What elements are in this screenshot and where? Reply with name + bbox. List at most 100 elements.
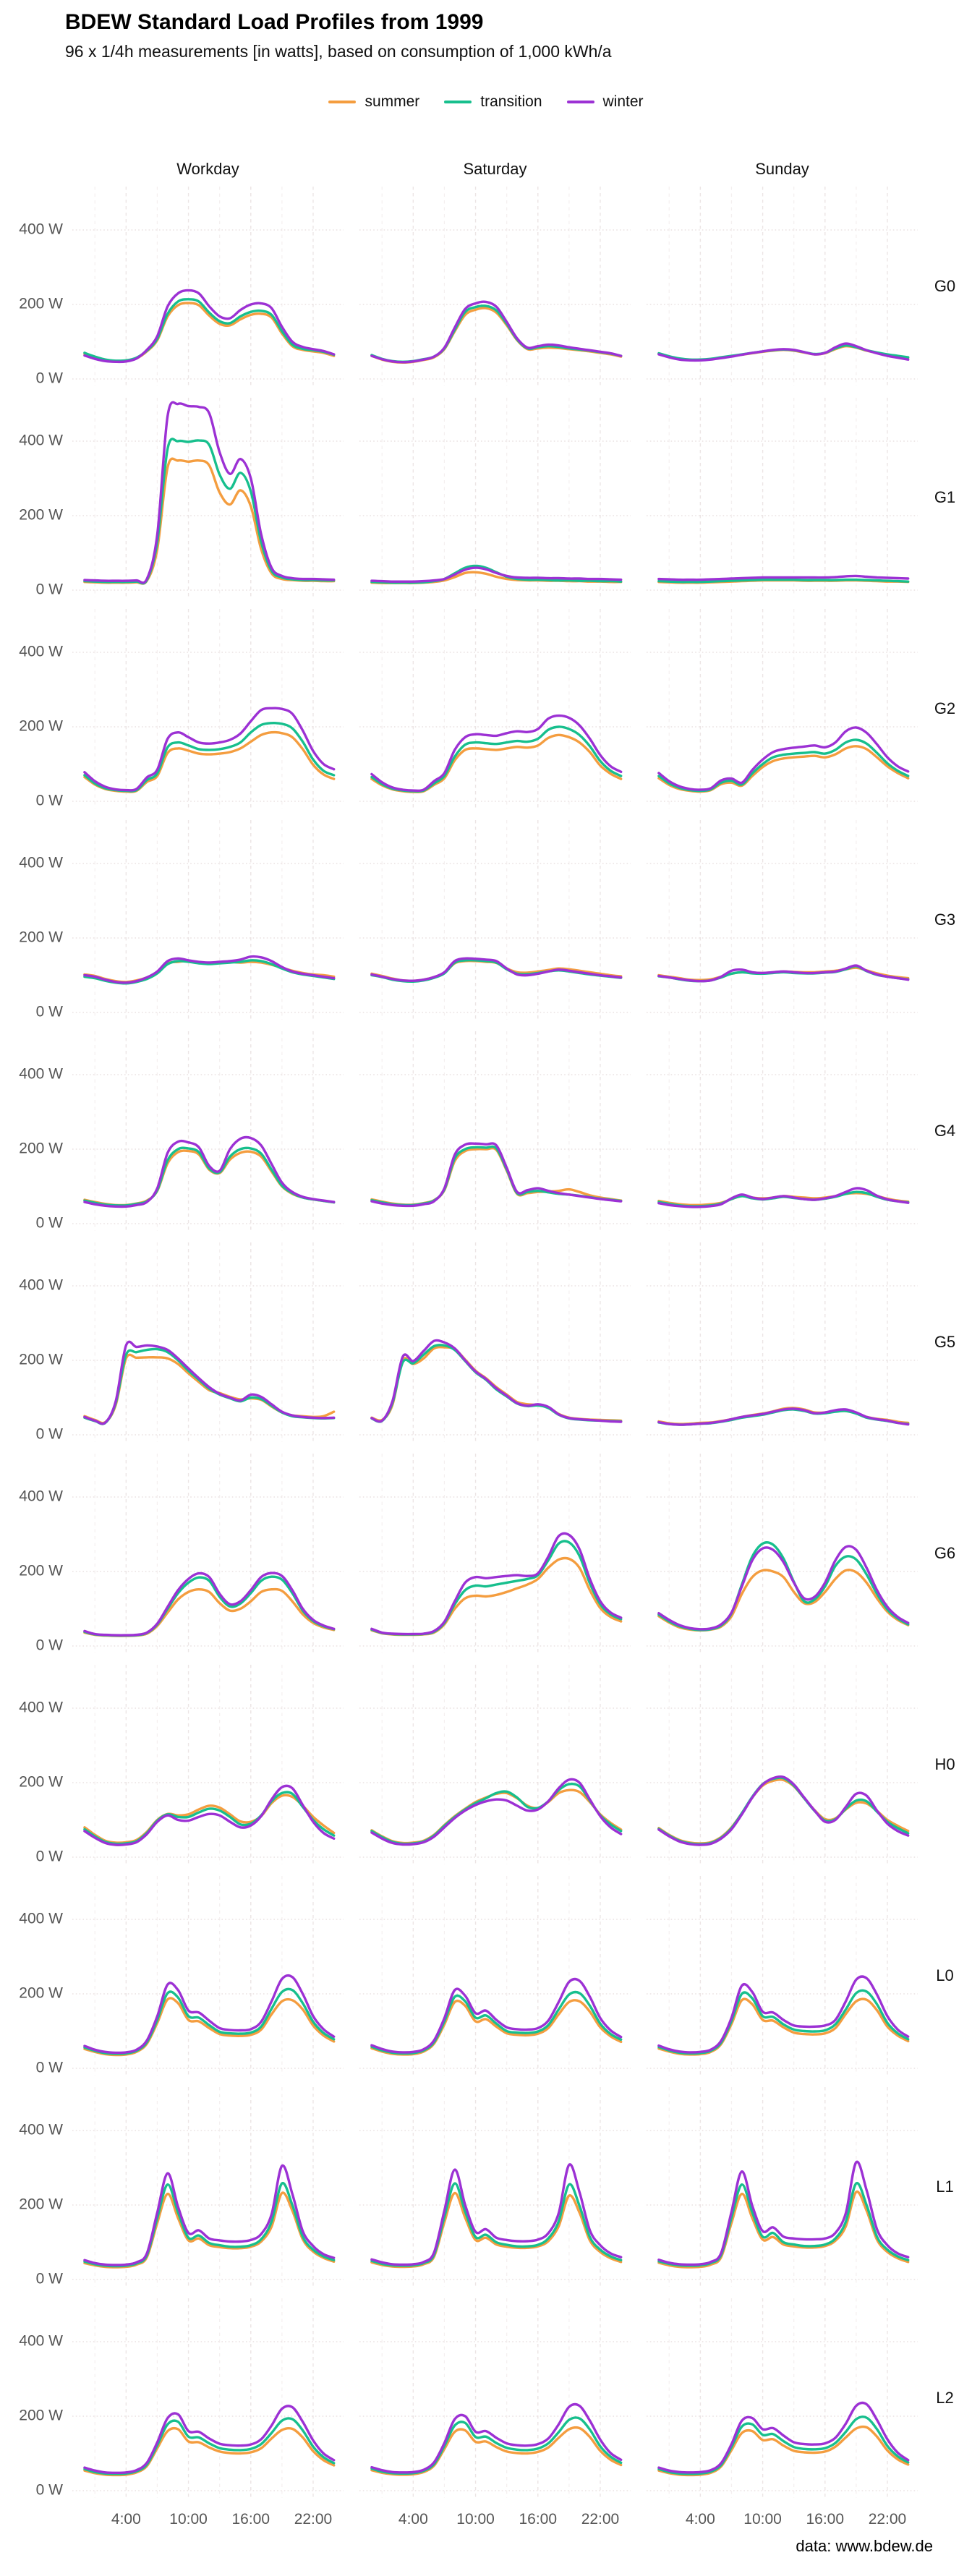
row-strip-label: L1 [936, 2178, 954, 2196]
panel-h0-saturday [359, 1665, 631, 1864]
legend-label-winter: winter [602, 93, 644, 110]
line-transition-g2-sunday [657, 738, 910, 793]
x-tick-label: 16:00 [231, 2511, 270, 2528]
y-axis-l0: 400 W 200 W 0 W [0, 1876, 72, 2087]
y-tick-label: 0 W [35, 1214, 63, 1232]
y-tick-label: 400 W [19, 1276, 63, 1294]
y-tick-label: 200 W [19, 1351, 63, 1368]
facet-row-strip-h0: H0 [918, 1665, 972, 1864]
line-transition-g1-sunday [657, 578, 910, 584]
y-tick-label: 0 W [35, 1637, 63, 1654]
line-winter-g5-saturday [370, 1339, 623, 1423]
legend-item-winter: winter [566, 93, 644, 111]
x-tick-label: 10:00 [456, 2511, 495, 2528]
facet-row-strip-g5: G5 [918, 1242, 972, 1442]
line-transition-g0-workday [83, 298, 336, 362]
y-tick-label: 200 W [19, 1984, 63, 2002]
row-strip-label: H0 [934, 1755, 955, 1773]
line-winter-h0-saturday [370, 1778, 623, 1846]
x-axis-workday: 4:00 10:00 16:00 22:00 [72, 2509, 344, 2528]
row-strip-label: G2 [934, 699, 956, 717]
row-strip-label: L0 [936, 1966, 954, 1984]
line-transition-g1-workday [83, 438, 336, 585]
line-summer-g1-workday [83, 457, 336, 585]
panel-l0-sunday [647, 1876, 918, 2076]
facet-row-l2: 400 W 200 W 0 W L2 [0, 2298, 972, 2509]
y-tick-label: 200 W [19, 929, 63, 946]
y-tick-label: 0 W [35, 1425, 63, 1443]
panel-g4-workday [72, 1031, 344, 1231]
strip-label-workday: Workday [176, 160, 239, 178]
line-winter-g1-workday [83, 401, 336, 584]
row-strip-label: G3 [934, 910, 956, 929]
line-winter-g0-saturday [370, 300, 623, 364]
y-tick-label: 400 W [19, 221, 63, 238]
line-transition-h0-saturday [370, 1782, 623, 1846]
facet-row-g2: 400 W 200 W 0 W G2 [0, 609, 972, 820]
x-axis-sunday: 4:00 10:00 16:00 22:00 [647, 2509, 918, 2528]
line-transition-l2-sunday [657, 2415, 910, 2475]
y-tick-label: 0 W [35, 2059, 63, 2076]
panel-g2-sunday [647, 609, 918, 809]
panel-g1-saturday [359, 398, 631, 597]
panel-l2-workday [72, 2298, 344, 2498]
x-tick-label: 22:00 [294, 2511, 333, 2528]
legend-label-transition: transition [480, 93, 542, 110]
legend-key-line-transition [444, 101, 472, 103]
line-winter-l0-workday [83, 1974, 336, 2055]
facet-row-g1: 400 W 200 W 0 W G1 [0, 398, 972, 609]
line-winter-l0-sunday [657, 1975, 910, 2054]
facet-row-g3: 400 W 200 W 0 W G3 [0, 820, 972, 1031]
panel-g3-sunday [647, 820, 918, 1020]
line-winter-g0-sunday [657, 342, 910, 362]
panel-g4-sunday [647, 1031, 918, 1231]
line-summer-h0-workday [83, 1794, 336, 1844]
y-tick-label: 400 W [19, 1910, 63, 1927]
facet-row-l1: 400 W 200 W 0 W L1 [0, 2087, 972, 2298]
plot-subtitle: 96 x 1/4h measurements [in watts], based… [65, 42, 612, 61]
line-transition-g6-saturday [370, 1540, 623, 1636]
panel-g3-workday [72, 820, 344, 1020]
y-tick-label: 0 W [35, 2270, 63, 2287]
line-summer-l2-sunday [657, 2425, 910, 2477]
y-axis-l2: 400 W 200 W 0 W [0, 2298, 72, 2509]
facet-row-g4: 400 W 200 W 0 W G4 [0, 1031, 972, 1242]
y-tick-label: 200 W [19, 1562, 63, 1579]
facet-row-h0: 400 W 200 W 0 W H0 [0, 1665, 972, 1876]
legend-item-transition: transition [444, 93, 542, 111]
facet-row-g5: 400 W 200 W 0 W G5 [0, 1242, 972, 1454]
line-winter-g5-workday [83, 1340, 336, 1425]
line-winter-l2-sunday [657, 2401, 910, 2474]
facet-row-strip-g6: G6 [918, 1454, 972, 1653]
panel-l0-workday [72, 1876, 344, 2076]
line-summer-l0-sunday [657, 1997, 910, 2056]
y-tick-label: 0 W [35, 792, 63, 809]
y-tick-label: 0 W [35, 1848, 63, 1865]
panel-h0-sunday [647, 1665, 918, 1864]
row-strip-label: G4 [934, 1122, 956, 1140]
x-tick-label: 22:00 [581, 2511, 620, 2528]
line-transition-l2-workday [83, 2417, 336, 2475]
panel-h0-workday [72, 1665, 344, 1864]
line-winter-g6-saturday [370, 1532, 623, 1636]
facet-row-strip-l1: L1 [918, 2087, 972, 2287]
x-axis-saturday: 4:00 10:00 16:00 22:00 [359, 2509, 631, 2528]
facet-row-strip-g3: G3 [918, 820, 972, 1020]
y-axis-h0: 400 W 200 W 0 W [0, 1665, 72, 1876]
x-tick-label: 4:00 [111, 2511, 141, 2528]
caption: data: www.bdew.de [796, 2537, 933, 2555]
line-winter-g1-saturday [370, 566, 623, 583]
y-tick-label: 200 W [19, 1140, 63, 1157]
line-transition-l0-saturday [370, 1990, 623, 2055]
facet-grid: 400 W 200 W 0 W G0 400 W 200 W 0 W G1 400 W 200 W… [0, 187, 972, 2509]
line-winter-l1-workday [83, 2164, 336, 2266]
line-summer-g2-sunday [657, 745, 910, 793]
line-summer-h0-sunday [657, 1778, 910, 1845]
x-tick-label: 16:00 [519, 2511, 558, 2528]
panel-g0-workday [72, 187, 344, 386]
line-winter-h0-workday [83, 1784, 336, 1846]
x-tick-label: 10:00 [743, 2511, 782, 2528]
plot-title: BDEW Standard Load Profiles from 1999 [65, 10, 484, 34]
line-winter-l0-saturday [370, 1977, 623, 2054]
line-summer-l1-workday [83, 2191, 336, 2269]
